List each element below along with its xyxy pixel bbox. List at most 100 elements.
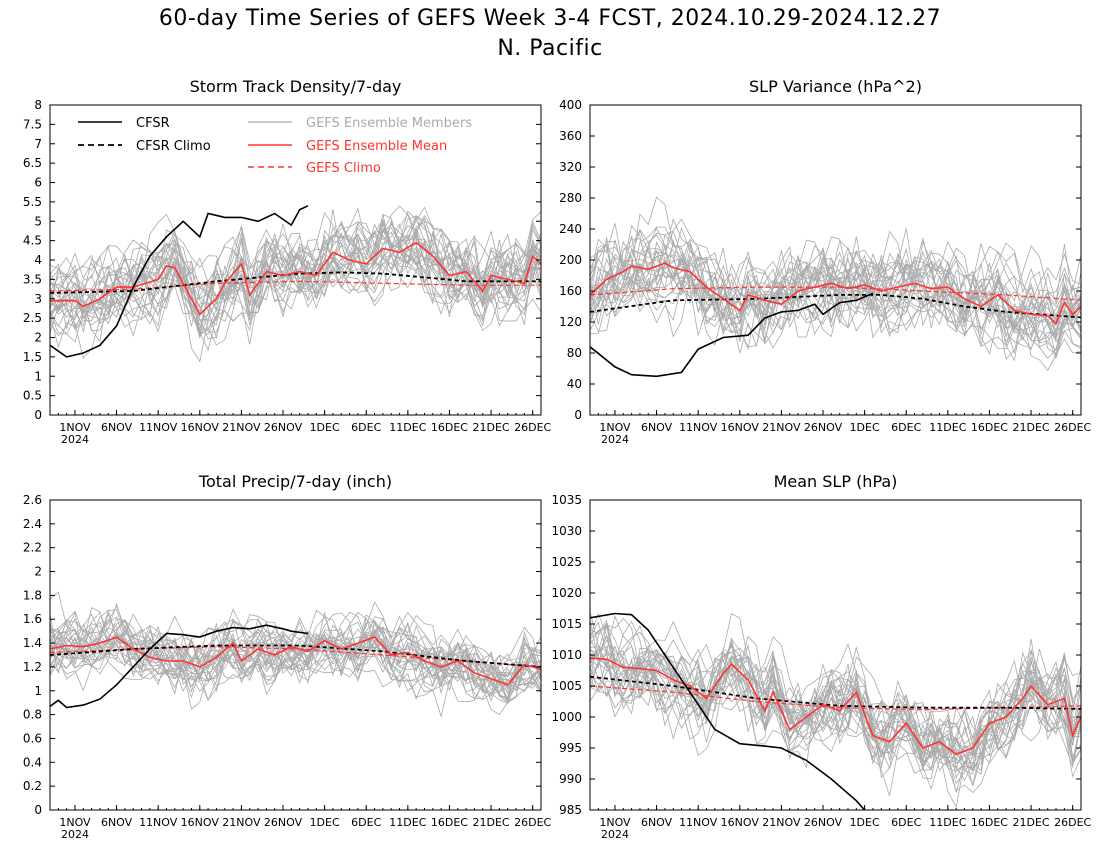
x-tick-label: 21NOV [762,421,801,434]
ensemble-member-line [50,230,541,359]
y-tick-label: 40 [567,377,582,391]
legend: CFSR CFSR Climo GEFS Ensemble Members GEFS … [78,116,472,176]
cfsr-line [590,292,874,378]
x-tick-label: 26DEC [1054,421,1091,434]
panel-1: Storm Track Density/7-day 0 0.5 1 1.5 2 2.5 3 3.… [23,77,552,446]
ensemble-member-line [50,611,541,674]
y-tick-label: 1000 [551,710,582,724]
y-tick-label: 160 [559,284,582,298]
x-year-label: 2024 [61,828,89,841]
y-tick-label: 5 [34,214,42,228]
ensemble-member-line [590,244,1081,331]
y-tick-label: 1015 [551,617,582,631]
panel-2: SLP Variance (hPa^2) 0 40 80 120 160 200 240 280… [559,77,1091,446]
ens-mean-line [590,262,1081,325]
x-tick-label: 11NOV [679,421,718,434]
x-tick-label: 16DEC [971,816,1008,829]
x-tick-label: 26DEC [514,421,551,434]
ensemble-members [50,205,541,363]
y-tick-label: 6 [34,176,42,190]
x-tick-label: 6NOV [101,816,133,829]
x-tick-label: 6NOV [101,421,133,434]
x-tick-label: 1DEC [310,816,340,829]
ensemble-member-line [590,226,1081,360]
ensemble-member-line [590,653,1081,780]
x-tick-label: 16NOV [721,421,760,434]
y-tick-label: 0.2 [23,779,42,793]
y-tick-label: 2 [34,565,42,579]
ensemble-member-line [590,240,1081,350]
y-tick-label: 985 [559,803,582,817]
ensemble-member-line [50,213,541,325]
x-tick-label: 1NOV [599,421,631,434]
ensemble-member-line [50,614,541,710]
x-tick-label: 21NOV [762,816,801,829]
x-tick-label: 6DEC [891,816,921,829]
panel-3: Total Precip/7-day (inch)00.20.40.60.811… [23,472,552,841]
ensemble-member-line [590,218,1081,342]
y-tick-label: 1.5 [23,350,42,364]
y-tick-label: 1.4 [23,636,42,650]
ensemble-members [50,591,541,719]
x-tick-label: 16NOV [181,816,220,829]
y-tick-label: 0 [574,408,582,422]
y-tick-label: 3 [34,292,42,306]
x-tick-label: 26NOV [264,816,303,829]
panel-title: Total Precip/7-day (inch) [198,472,392,491]
y-tick-label: 1.2 [23,660,42,674]
y-tick-label: 0 [34,408,42,422]
y-tick-label: 0.5 [23,389,42,403]
ensemble-member-line [590,655,1081,793]
x-tick-label: 1NOV [59,816,91,829]
y-tick-label: 7.5 [23,117,42,131]
panel-title: Mean SLP (hPa) [774,472,898,491]
ens-mean-line [50,636,541,686]
ensemble-member-line [590,621,1081,754]
x-tick-label: 6DEC [351,816,381,829]
y-tick-label: 240 [559,222,582,236]
ensemble-member-line [50,614,541,694]
x-tick-label: 26NOV [804,421,843,434]
ensemble-member-line [590,633,1081,779]
x-tick-label: 16DEC [971,421,1008,434]
x-tick-label: 16NOV [721,816,760,829]
y-tick-label: 7 [34,137,42,151]
ens-mean-line [50,241,541,316]
y-tick-label: 1005 [551,679,582,693]
x-tick-label: 26DEC [514,816,551,829]
x-year-label: 2024 [61,433,89,446]
y-tick-label: 990 [559,772,582,786]
x-tick-label: 26DEC [1054,816,1091,829]
y-tick-label: 0 [34,803,42,817]
ensemble-member-line [590,262,1081,361]
y-tick-label: 360 [559,129,582,143]
x-tick-label: 21DEC [1013,816,1050,829]
cfsr-line [50,205,309,358]
x-tick-label: 21NOV [222,816,261,829]
legend-label-gefs-climo: GEFS Climo [306,161,381,176]
ensemble-member-line [590,226,1081,355]
legend-label-cfsr: CFSR [136,116,170,131]
ensemble-member-line [50,216,541,312]
figure-title: 60-day Time Series of GEFS Week 3-4 FCST… [158,6,942,31]
ensemble-member-line [50,613,541,692]
y-tick-label: 0.8 [23,708,42,722]
ensemble-member-line [50,235,541,333]
plot-frame [589,499,1082,811]
x-tick-label: 1NOV [599,816,631,829]
x-tick-label: 16NOV [181,421,220,434]
y-tick-label: 1020 [551,586,582,600]
x-tick-label: 1DEC [850,421,880,434]
panel-title: SLP Variance (hPa^2) [749,77,922,96]
ensemble-member-line [590,230,1081,336]
y-tick-label: 400 [559,98,582,112]
y-tick-label: 1 [34,369,42,383]
y-tick-label: 3.5 [23,272,42,286]
x-tick-label: 11NOV [139,421,178,434]
x-year-label: 2024 [601,433,629,446]
ensemble-member-line [590,619,1081,764]
panel-4: Mean SLP (hPa) 985 990 995 1000 1005 1010 1015 1… [551,472,1091,841]
y-tick-label: 995 [559,741,582,755]
legend-label-cfsr-climo: CFSR Climo [136,139,211,154]
